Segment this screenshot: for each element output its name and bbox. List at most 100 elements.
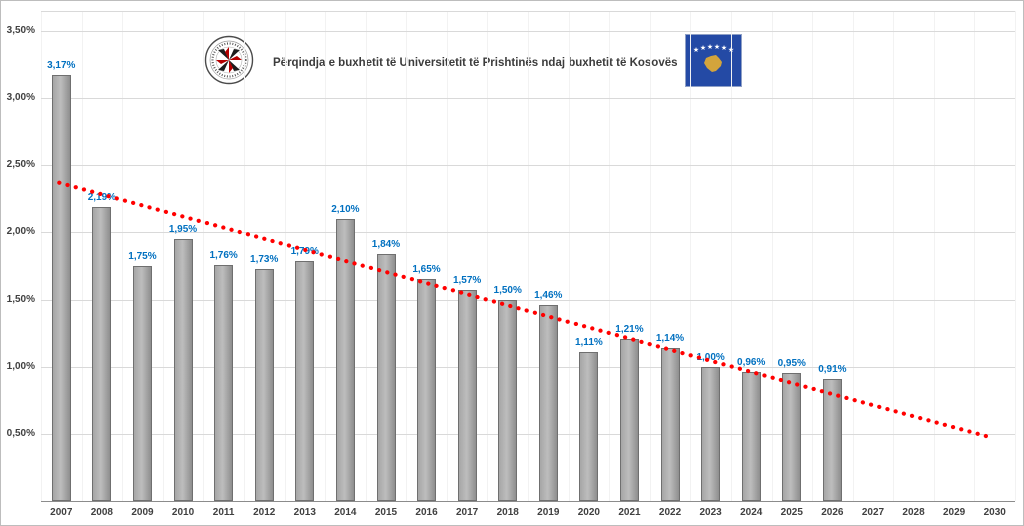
x-axis-year-label: 2010 bbox=[171, 507, 195, 518]
bar bbox=[701, 366, 721, 501]
x-axis-year-label: 2026 bbox=[821, 507, 844, 518]
x-axis-year-label: 2020 bbox=[577, 507, 600, 518]
y-axis-tick-label: 3,00% bbox=[6, 92, 35, 104]
vertical-gridline bbox=[730, 11, 732, 501]
bar bbox=[538, 304, 558, 501]
y-axis-tick-label: 2,00% bbox=[6, 226, 35, 238]
svg-text:★: ★ bbox=[721, 44, 727, 52]
y-axis-tick-label: 0,50% bbox=[6, 427, 35, 439]
x-axis-year-label: 2008 bbox=[90, 507, 113, 518]
svg-text:★: ★ bbox=[707, 43, 713, 51]
vertical-gridline bbox=[1015, 11, 1016, 501]
vertical-gridline bbox=[609, 11, 611, 501]
bar-value-label: 1,73% bbox=[250, 253, 279, 265]
x-axis-year-label: 2021 bbox=[618, 507, 641, 518]
x-axis-year-label: 2029 bbox=[943, 507, 966, 518]
bar bbox=[741, 372, 761, 501]
bar-value-label: 1,00% bbox=[696, 351, 725, 363]
bar bbox=[254, 268, 274, 501]
y-axis-tick-label: 1,00% bbox=[6, 360, 35, 372]
vertical-gridline bbox=[365, 11, 367, 501]
vertical-gridline bbox=[487, 11, 489, 501]
vertical-gridline bbox=[771, 11, 773, 501]
plot-top-border bbox=[41, 11, 1015, 12]
x-axis-year-label: 2011 bbox=[212, 507, 235, 518]
bar bbox=[376, 253, 396, 501]
bar bbox=[295, 260, 315, 501]
bar-value-label: 1,14% bbox=[655, 332, 685, 344]
bar bbox=[457, 290, 477, 501]
x-axis-year-label: 2024 bbox=[740, 507, 763, 518]
vertical-gridline bbox=[649, 11, 651, 501]
bar-value-label: 1,57% bbox=[452, 275, 482, 287]
bar bbox=[620, 338, 639, 501]
x-axis-year-label: 2019 bbox=[537, 507, 560, 518]
x-axis-year-label: 2015 bbox=[374, 507, 398, 518]
vertical-gridline bbox=[81, 11, 83, 501]
x-axis-year-label: 2017 bbox=[456, 507, 479, 518]
flag-map-shape bbox=[704, 55, 722, 72]
svg-text:★: ★ bbox=[693, 46, 699, 54]
gridline bbox=[41, 31, 1015, 32]
bar-value-label: 1,84% bbox=[371, 238, 401, 250]
bar-value-label: 0,96% bbox=[737, 357, 766, 369]
bar-value-label: 2,10% bbox=[331, 204, 360, 215]
x-axis-year-label: 2030 bbox=[983, 507, 1006, 518]
seal-starburst bbox=[216, 47, 242, 73]
y-axis-tick-label: 3,50% bbox=[6, 25, 35, 36]
x-axis-year-label: 2014 bbox=[334, 507, 357, 518]
bar-value-label: 1,75% bbox=[128, 251, 157, 262]
bar-value-label: 0,95% bbox=[777, 358, 806, 370]
bar-value-label: 1,65% bbox=[412, 264, 441, 276]
vertical-gridline bbox=[690, 11, 692, 501]
x-axis-year-label: 2022 bbox=[658, 507, 682, 518]
svg-text:★: ★ bbox=[714, 43, 720, 51]
x-axis-line bbox=[41, 501, 1015, 502]
x-axis-year-label: 2025 bbox=[780, 507, 803, 518]
vertical-gridline bbox=[812, 11, 814, 501]
bar-value-label: 1,46% bbox=[534, 289, 563, 301]
x-axis-year-label: 2012 bbox=[253, 507, 276, 518]
vertical-gridline bbox=[406, 11, 408, 501]
gridline bbox=[41, 165, 1015, 167]
x-axis-year-label: 2028 bbox=[902, 507, 925, 518]
x-axis-year-label: 2018 bbox=[496, 507, 519, 518]
x-axis-year-label: 2027 bbox=[861, 507, 885, 518]
vertical-gridline bbox=[893, 11, 895, 501]
bar-value-label: 0,91% bbox=[818, 363, 847, 375]
x-axis-year-label: 2013 bbox=[293, 507, 316, 518]
bar bbox=[335, 219, 355, 501]
bar bbox=[822, 378, 842, 501]
bar-value-label: 1,76% bbox=[209, 249, 238, 261]
gridline bbox=[41, 98, 1015, 100]
vertical-gridline bbox=[568, 11, 570, 501]
bar-value-label: 1,11% bbox=[574, 336, 603, 348]
vertical-gridline bbox=[933, 11, 935, 501]
y-axis-tick-label: 2,50% bbox=[6, 159, 35, 171]
bar-value-label: 1,21% bbox=[615, 323, 644, 335]
bar bbox=[92, 206, 112, 501]
x-axis-year-label: 2007 bbox=[50, 507, 73, 518]
vertical-gridline bbox=[852, 11, 854, 501]
chart-title: Përqindja e buxhetit të Universitetit të… bbox=[273, 57, 678, 69]
university-of-prishtina-logo-icon bbox=[204, 35, 254, 85]
bar bbox=[214, 264, 234, 501]
bar-value-label: 1,50% bbox=[493, 284, 522, 296]
kosovo-flag-icon: ★ ★ ★ ★ ★ ★ bbox=[685, 34, 742, 87]
bar bbox=[579, 351, 599, 501]
vertical-gridline bbox=[974, 11, 976, 501]
vertical-gridline bbox=[446, 11, 448, 501]
bar bbox=[660, 347, 680, 501]
y-axis-tick-label: 1,50% bbox=[6, 293, 35, 305]
bar bbox=[782, 373, 802, 501]
svg-text:★: ★ bbox=[700, 44, 706, 52]
bar bbox=[133, 266, 152, 501]
bar bbox=[417, 279, 436, 501]
bar-value-label: 1,95% bbox=[168, 224, 198, 236]
bar-value-label: 1,79% bbox=[290, 245, 319, 257]
vertical-gridline bbox=[528, 11, 529, 501]
bar-value-label: 3,17% bbox=[47, 60, 76, 72]
bar-value-label: 2,19% bbox=[87, 191, 117, 203]
vertical-gridline bbox=[41, 11, 42, 501]
